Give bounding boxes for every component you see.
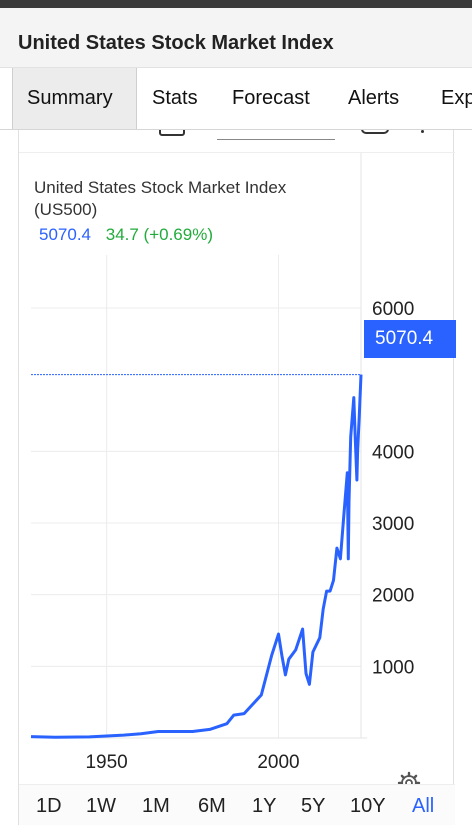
y-tick-label: 6000 [372,299,414,320]
range-1y[interactable]: 1Y [252,795,277,817]
range-1m[interactable]: 1M [142,795,170,817]
range-10y[interactable]: 10Y [350,795,386,817]
page-header: United States Stock Market Index [0,8,472,68]
status-bar [0,0,472,8]
range-all[interactable]: All [412,795,435,817]
tab-stats[interactable]: Stats [152,87,198,109]
tab-summary[interactable]: Summary [12,68,137,129]
index-price-line [30,374,363,739]
tab-alerts[interactable]: Alerts [348,87,400,109]
y-tick-label: 4000 [372,442,414,463]
price-chart: 1000 2000 3000 4000 6000 1950 2000 [30,153,414,773]
page-title: United States Stock Market Index [18,32,334,54]
price-tag: 5070.4 [364,320,456,358]
range-6m[interactable]: 6M [198,795,226,817]
chart-panel: 1000 2000 3000 4000 6000 1950 2000 United Sta… [18,130,456,825]
x-tick-label: 1950 [85,752,127,773]
y-tick-label: 3000 [372,514,414,535]
calendar-icon[interactable] [159,130,185,136]
index-ticker: (US500) [34,200,98,219]
index-name: United States Stock Market Index [34,178,287,197]
price-change: 34.7 (+0.69%) [105,225,213,244]
date-input-underline[interactable] [217,139,335,140]
chart-area[interactable]: 1000 2000 3000 4000 6000 1950 2000 United Sta… [19,152,456,795]
range-selector: 1D 1W 1M 6M 1Y 5Y 10Y All [19,784,455,825]
x-axis: 1950 2000 [85,752,299,773]
tab-export[interactable]: Exp [441,87,472,109]
last-price: 5070.4 [39,225,91,244]
y-tick-label: 1000 [372,657,414,678]
more-menu-icon[interactable] [421,130,424,133]
range-1d[interactable]: 1D [36,795,62,817]
y-tick-label: 2000 [372,586,414,607]
range-5y[interactable]: 5Y [301,795,326,817]
chart-legend: United States Stock Market Index (US500)… [34,177,344,245]
chart-grid [31,153,367,739]
tab-forecast[interactable]: Forecast [232,87,310,109]
y-axis: 1000 2000 3000 4000 6000 [372,299,414,678]
range-1w[interactable]: 1W [86,795,116,817]
tab-bar: Summary Stats Forecast Alerts Exp [0,68,472,130]
x-tick-label: 2000 [257,752,299,773]
chart-type-icon[interactable] [361,130,389,134]
chart-toolbar [19,130,455,144]
